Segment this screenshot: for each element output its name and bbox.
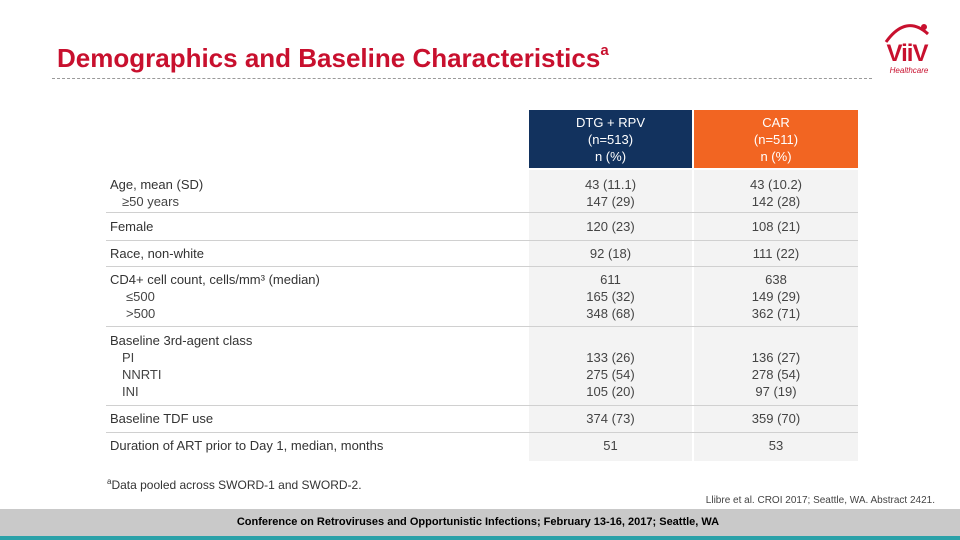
header-arm-unit: n (%): [760, 148, 792, 164]
header-arm-name: CAR: [762, 114, 790, 130]
logo-wordmark: ViiV: [886, 40, 929, 67]
column-header-dtg-rpv: DTG + RPV (n=513) n (%): [529, 110, 692, 168]
row-label: Age, mean (SD) ≥50 years: [110, 177, 204, 209]
dtg-values: 43 (11.1) 147 (29): [584, 177, 637, 209]
row-divider: [106, 405, 858, 406]
row-divider: [106, 432, 858, 433]
row-label: Baseline 3rd-agent class PI NNRTI INI: [110, 333, 253, 399]
car-values: 53: [768, 438, 784, 453]
row-label: Race, non-white: [110, 246, 204, 261]
header-arm-name: DTG + RPV: [576, 114, 645, 130]
header-arm-unit: n (%): [594, 148, 627, 164]
row-sublabel: ≥50 years: [122, 194, 179, 209]
car-values: 108 (21): [751, 219, 801, 234]
dtg-values: 133 (26) 275 (54) 105 (20): [586, 350, 635, 399]
citation: Llibre et al. CROI 2017; Seattle, WA. Ab…: [705, 495, 935, 506]
row-divider: [106, 212, 858, 213]
car-values: 111 (22): [752, 246, 800, 261]
footer-bar: [0, 509, 960, 536]
viiv-logo: ViiV Healthcare: [876, 16, 938, 75]
logo-arc-icon: [884, 24, 930, 43]
car-values: 638 149 (29) 362 (71): [751, 272, 801, 321]
row-divider: [106, 240, 858, 241]
dtg-values: 92 (18): [589, 246, 632, 261]
footnote-marker: a: [107, 477, 112, 486]
dtg-values: 51: [603, 438, 618, 453]
car-values: 136 (27) 278 (54) 97 (19): [751, 350, 801, 399]
row-sublabel: ≤500: [126, 289, 155, 304]
footer-accent-line: [0, 536, 960, 540]
row-label: CD4+ cell count, cells/mm³ (median) ≤500…: [110, 272, 320, 321]
row-sublabel: INI: [122, 384, 139, 399]
column-header-car: CAR (n=511) n (%): [694, 110, 858, 168]
dtg-column-background: [529, 170, 692, 461]
row-divider: [106, 266, 858, 267]
row-sublabel: >500: [126, 306, 156, 321]
dtg-values: 611 165 (32) 348 (68): [586, 272, 635, 321]
title-footnote-marker: a: [600, 42, 609, 59]
car-column-background: [694, 170, 858, 461]
row-label: Duration of ART prior to Day 1, median, …: [110, 438, 384, 453]
row-label: Female: [110, 219, 154, 234]
footnote: aData pooled across SWORD-1 and SWORD-2.: [107, 477, 362, 492]
row-sublabel: PI: [122, 350, 135, 365]
car-values: 359 (70): [751, 411, 801, 426]
dtg-values: 120 (23): [586, 219, 635, 234]
title-underline: [52, 78, 872, 79]
header-arm-n: (n=511): [753, 131, 799, 147]
logo-tagline: Healthcare: [889, 66, 929, 75]
header-arm-n: (n=513): [587, 131, 634, 147]
row-divider: [106, 326, 858, 327]
dtg-values: 374 (73): [586, 411, 635, 426]
row-label: Baseline TDF use: [110, 411, 214, 426]
slide-title: Demographics and Baseline Characteristic…: [57, 42, 609, 73]
car-values: 43 (10.2) 142 (28): [749, 177, 803, 209]
conference-footer: Conference on Retroviruses and Opportuni…: [236, 516, 720, 528]
row-sublabel: NNRTI: [122, 367, 162, 382]
